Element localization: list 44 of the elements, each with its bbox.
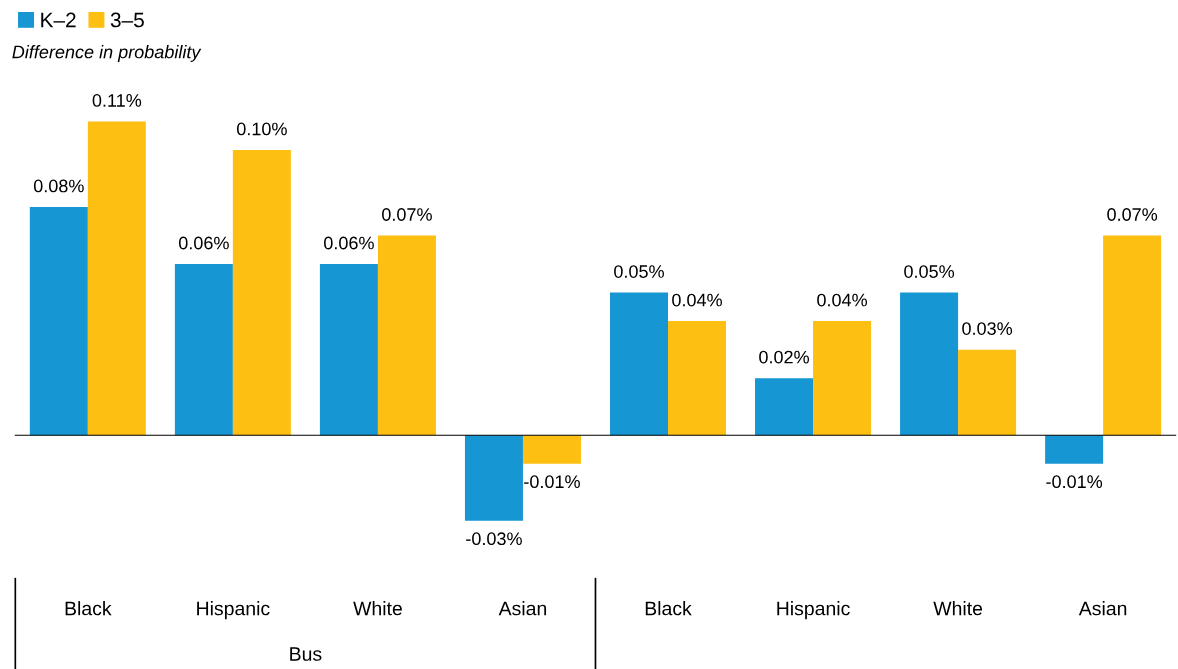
bar <box>29 207 88 436</box>
data-label: 0.08% <box>33 179 84 193</box>
data-label: 0.04% <box>672 293 722 307</box>
y-axis-title: Difference in probability <box>12 45 202 62</box>
bar <box>174 264 233 436</box>
data-label: 0.11% <box>92 94 142 107</box>
data-label: 0.05% <box>904 265 955 278</box>
data-label: 0.07% <box>382 208 432 221</box>
x-tick-label: Asian <box>1078 601 1127 616</box>
text: Bus <box>290 647 322 661</box>
bar <box>1045 435 1104 464</box>
bar <box>1103 235 1162 436</box>
bar <box>87 121 146 436</box>
x-tick-label: Hispanic <box>197 601 270 620</box>
bar <box>609 292 668 436</box>
x-tick-label: Black <box>65 601 112 616</box>
x-tick-label: Black <box>645 601 692 616</box>
x-tick-label: White <box>353 601 402 616</box>
x-tick-label: White <box>933 601 983 616</box>
data-label: -0.01% <box>1046 475 1103 489</box>
data-label: 0.10% <box>236 122 287 136</box>
x-tick-label: Asian <box>498 601 547 616</box>
data-label: 0.04% <box>817 293 868 307</box>
bar <box>377 235 436 436</box>
data-label: 0.06% <box>178 236 229 250</box>
data-label: -0.03% <box>466 532 522 546</box>
bar <box>319 264 378 436</box>
bar <box>522 435 581 464</box>
x-tick-label: Hispanic <box>777 601 850 620</box>
bar <box>813 321 872 436</box>
bar <box>464 435 523 521</box>
bar <box>958 349 1017 436</box>
data-label: 0.05% <box>614 265 664 278</box>
bar <box>755 378 814 436</box>
legend-label: 3–5 <box>110 12 144 28</box>
bar <box>668 321 727 436</box>
bar <box>900 292 959 436</box>
data-label: -0.01% <box>524 475 580 489</box>
data-label: 0.06% <box>324 236 374 250</box>
data-label: 0.07% <box>1107 208 1158 221</box>
data-label: 0.02% <box>759 350 809 364</box>
data-label: 0.03% <box>962 322 1013 335</box>
bar <box>232 150 291 436</box>
legend-label: K–2 <box>41 12 76 28</box>
